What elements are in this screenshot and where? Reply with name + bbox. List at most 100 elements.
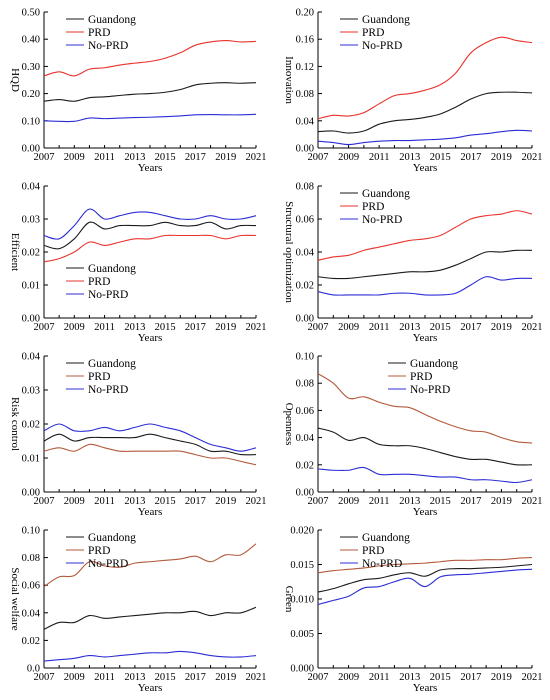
legend-label-guandong: Guandong: [88, 14, 136, 26]
x-axis-title: Years: [138, 162, 163, 174]
x-tick-label: 2007: [308, 322, 329, 333]
legend-label-no-prd: No-PRD: [88, 384, 128, 396]
y-tick-label: 0.08: [296, 379, 314, 390]
x-tick-label: 2019: [215, 152, 236, 163]
x-tick-label: 2009: [64, 322, 85, 333]
x-tick-label: 2011: [369, 322, 390, 333]
series-line-prd: [43, 234, 257, 263]
x-tick-label: 2019: [491, 496, 512, 507]
x-tick-label: 2019: [491, 322, 512, 333]
x-tick-label: 2019: [491, 152, 512, 163]
x-tick-label: 2021: [246, 322, 267, 333]
x-tick-label: 2019: [491, 672, 512, 683]
series-line-no-prd: [43, 113, 257, 123]
y-tick-label: 0.04: [296, 433, 315, 444]
series-line-prd: [317, 210, 533, 261]
y-tick-label: 0.10: [296, 352, 314, 363]
x-tick-label: 2009: [338, 496, 359, 507]
y-tick-label: 0.40: [22, 35, 40, 46]
legend-label-prd: PRD: [362, 545, 384, 557]
y-tick-label: 0.02: [296, 281, 314, 292]
series-line-prd: [43, 443, 257, 466]
x-tick-label: 2017: [460, 322, 481, 333]
y-tick-label: 0.00: [296, 314, 314, 325]
series-line-guandong: [317, 91, 533, 134]
series-line-no-prd: [43, 208, 257, 240]
y-tick-label: 0.20: [22, 89, 40, 100]
x-tick-label: 2013: [124, 322, 145, 333]
x-tick-label: 2019: [215, 322, 236, 333]
chart-hqd: 0.00 0.10 0.20 0.30 0.40 0.50 2007 2009 2011 2013…: [9, 8, 267, 175]
y-tick-label: 0.08: [22, 553, 40, 564]
y-tick-label: 0.04: [296, 116, 315, 127]
x-tick-label: 2021: [246, 496, 267, 507]
y-tick-label: 0.04: [22, 182, 41, 193]
x-axis-title: Years: [413, 506, 438, 518]
y-tick-label: 0.50: [22, 8, 40, 19]
series-line-no-prd: [43, 650, 257, 662]
x-tick-label: 2007: [308, 152, 329, 163]
y-tick-label: 0.015: [290, 560, 314, 571]
x-tick-label: 2015: [430, 152, 451, 163]
chart-openness: 0.00 0.02 0.04 0.06 0.08 0.10 2007 2009 2011 2013…: [283, 352, 543, 519]
x-tick-label: 2019: [215, 496, 236, 507]
series-line-no-prd: [317, 276, 533, 296]
y-axis-title: Green: [283, 586, 295, 613]
x-tick-label: 2007: [308, 496, 329, 507]
x-tick-label: 2021: [522, 322, 543, 333]
series-line-no-prd: [43, 423, 257, 452]
y-axis-title: Risk control: [9, 397, 21, 451]
y-tick-label: 0.02: [22, 420, 40, 431]
y-tick-label: 0.06: [296, 406, 314, 417]
y-tick-label: 0.06: [22, 581, 40, 592]
series-line-guandong: [317, 249, 533, 280]
y-tick-label: 0.04: [22, 608, 41, 619]
x-tick-label: 2011: [94, 496, 115, 507]
legend-label-no-prd: No-PRD: [88, 40, 128, 52]
y-axis-title: Efficient: [9, 233, 21, 271]
x-tick-label: 2015: [155, 672, 176, 683]
legend-label-guandong: Guandong: [362, 188, 410, 200]
y-tick-label: 0.04: [22, 352, 41, 363]
y-tick-label: 0.00: [22, 144, 40, 155]
x-axis-title: Years: [413, 162, 438, 174]
legend-label-no-prd: No-PRD: [88, 289, 128, 301]
x-tick-label: 2013: [399, 672, 420, 683]
series-line-no-prd: [317, 466, 533, 484]
x-tick-label: 2019: [215, 672, 236, 683]
legend-label-guandong: Guandong: [362, 14, 410, 26]
y-tick-label: 0.01: [22, 454, 40, 465]
x-tick-label: 2009: [64, 672, 85, 683]
legend-label-no-prd: No-PRD: [362, 214, 402, 226]
legend-label-guandong: Guandong: [88, 358, 136, 370]
x-tick-label: 2011: [94, 322, 115, 333]
y-tick-label: 0.16: [296, 35, 314, 46]
x-tick-label: 2009: [338, 672, 359, 683]
x-tick-label: 2011: [369, 672, 390, 683]
series-line-prd: [43, 543, 257, 588]
x-tick-label: 2015: [155, 496, 176, 507]
legend-label-prd: PRD: [88, 276, 110, 288]
legend-label-guandong: Guandong: [88, 532, 136, 544]
y-tick-label: 0.10: [22, 116, 40, 127]
legend-label-prd: PRD: [362, 201, 384, 213]
y-tick-label: 0.01: [22, 281, 40, 292]
x-tick-label: 2015: [155, 152, 176, 163]
series-line-prd: [317, 373, 533, 444]
y-tick-label: 0.08: [296, 182, 314, 193]
legend-label-prd: PRD: [410, 371, 432, 383]
legend-label-guandong: Guandong: [362, 532, 410, 544]
y-tick-label: 0.02: [296, 460, 314, 471]
legend-label-no-prd: No-PRD: [88, 558, 128, 570]
x-tick-label: 2021: [522, 152, 543, 163]
y-tick-label: 0.00: [22, 314, 40, 325]
y-tick-label: 0.010: [290, 595, 314, 606]
x-tick-label: 2007: [34, 322, 55, 333]
x-tick-label: 2015: [430, 322, 451, 333]
y-tick-label: 0.00: [296, 144, 314, 155]
x-tick-label: 2017: [460, 152, 481, 163]
x-tick-label: 2011: [369, 152, 390, 163]
x-axis-title: Years: [413, 682, 438, 694]
y-tick-label: 0.00: [22, 488, 40, 499]
